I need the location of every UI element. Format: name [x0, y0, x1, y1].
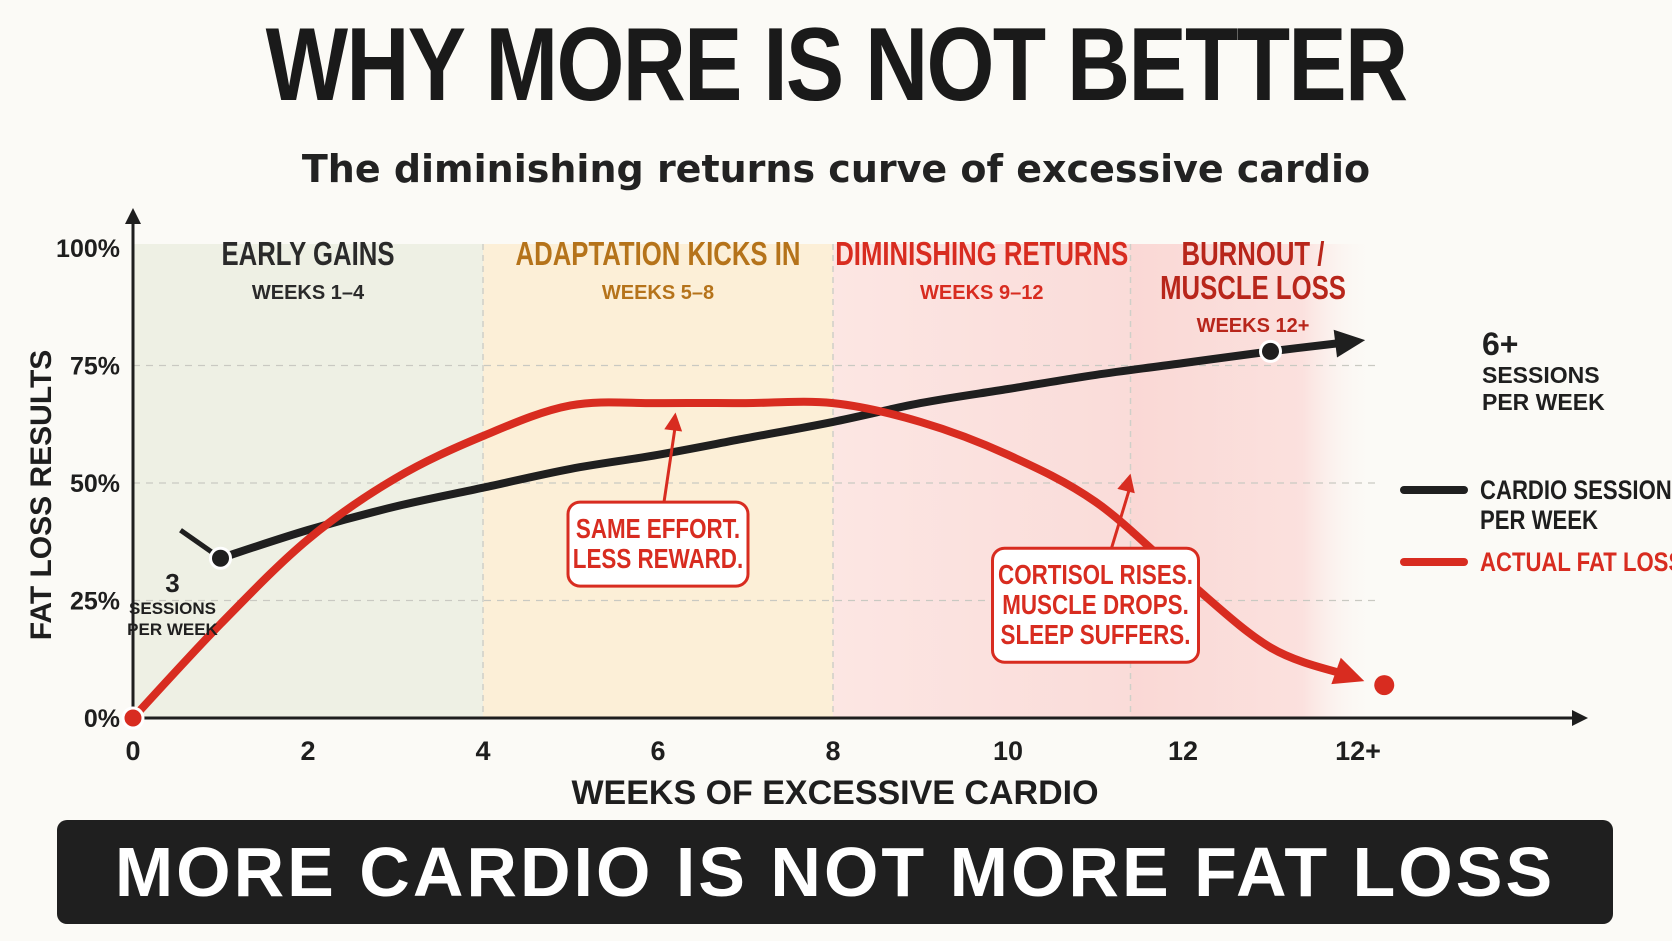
fat-loss-line-arrow — [1331, 657, 1365, 685]
zone-band — [483, 244, 833, 718]
x-tick-label: 6 — [650, 736, 665, 766]
legend-label: CARDIO SESSIONS — [1480, 476, 1672, 506]
cardio-end-label: 6+ — [1482, 326, 1518, 362]
cardio-end-label: SESSIONS — [1482, 362, 1600, 388]
annotation-box — [991, 546, 1200, 664]
cardio-end-point — [1259, 339, 1282, 363]
zone-title: DIMINISHING RETURNS — [835, 236, 1128, 273]
zone-weeks: WEEKS 1–4 — [252, 282, 365, 304]
legend-label: PER WEEK — [1480, 506, 1598, 536]
annotation-text: LESS REWARD. — [573, 544, 743, 575]
x-tick-label: 10 — [993, 736, 1023, 766]
x-axis-arrow — [1572, 710, 1588, 726]
bottom-banner: MORE CARDIO IS NOT MORE FAT LOSS — [57, 820, 1613, 924]
y-tick-label: 75% — [70, 353, 120, 381]
annotation-text: SAME EFFORT. — [576, 514, 740, 545]
zone-band — [133, 244, 483, 718]
cardio-start-label: SESSIONS — [129, 599, 216, 618]
zone-title: BURNOUT / — [1182, 236, 1325, 273]
annotation-arrow-line — [662, 424, 677, 503]
annotation-arrow-head — [664, 412, 683, 432]
cardio-start-label: PER WEEK — [127, 620, 218, 639]
cardio-start-label: 3 — [165, 568, 179, 598]
x-tick-label: 12 — [1168, 736, 1198, 766]
zone-title: MUSCLE LOSS — [1160, 270, 1346, 307]
page-subtitle: The diminishing returns curve of excessi… — [301, 147, 1371, 191]
y-tick-label: 50% — [70, 470, 120, 498]
zone-weeks: WEEKS 12+ — [1197, 315, 1310, 337]
x-tick-label: 0 — [125, 736, 140, 766]
zone-weeks: WEEKS 9–12 — [920, 282, 1043, 304]
x-tick-label: 2 — [300, 736, 315, 766]
cardio-sessions-line-arrow — [1333, 329, 1366, 358]
annotation-text: SLEEP SUFFERS. — [1001, 620, 1191, 651]
cardio-sessions-line — [216, 338, 1354, 563]
y-tick-label: 25% — [70, 588, 120, 616]
zone-title: ADAPTATION KICKS IN — [516, 236, 801, 273]
x-tick-label: 8 — [825, 736, 840, 766]
y-tick-label: 0% — [84, 705, 120, 733]
legend-label: ACTUAL FAT LOSS — [1480, 548, 1672, 578]
page-title: WHY MORE IS NOT BETTER — [265, 7, 1409, 123]
zone-weeks: WEEKS 5–8 — [602, 282, 714, 304]
cardio-end-label: PER WEEK — [1482, 389, 1605, 415]
banner-text: MORE CARDIO IS NOT MORE FAT LOSS — [114, 833, 1556, 911]
annotation-arrow-line — [1110, 485, 1132, 549]
y-axis-title: FAT LOSS RESULTS — [25, 350, 58, 641]
annotation-text: MUSCLE DROPS. — [1002, 590, 1189, 621]
x-axis-title: WEEKS OF EXCESSIVE CARDIO — [571, 774, 1098, 812]
annotation-box — [566, 500, 750, 588]
annotation-text: CORTISOL RISES. — [998, 560, 1193, 591]
annotation-arrow-head — [1117, 473, 1135, 494]
cardio-start-point — [209, 546, 232, 570]
y-axis-arrow — [125, 208, 141, 224]
x-tick-label: 4 — [475, 736, 490, 766]
y-tick-label: 100% — [56, 235, 120, 263]
fat-loss-start-point — [121, 706, 145, 730]
fat-loss-end-point — [1374, 675, 1395, 696]
x-tick-label: 12+ — [1335, 736, 1381, 766]
zone-title: EARLY GAINS — [222, 236, 395, 273]
